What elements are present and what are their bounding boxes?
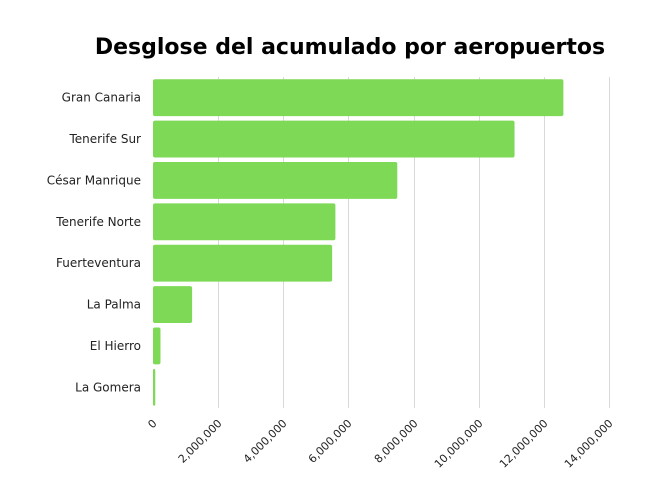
bar bbox=[153, 244, 333, 282]
category-label: Tenerife Sur bbox=[68, 132, 141, 146]
x-tick-label: 14,000,000 bbox=[562, 417, 616, 471]
category-label: Gran Canaria bbox=[62, 91, 141, 105]
bar bbox=[153, 120, 515, 158]
category-label: Tenerife Norte bbox=[55, 215, 141, 229]
category-labels: Gran Canaria Tenerife Sur César Manrique Te… bbox=[47, 91, 141, 395]
category-label: El Hierro bbox=[90, 339, 141, 353]
x-axis-tick-labels: 0 2,000,000 4,000,000 6,000,000 8,000,000 10,… bbox=[145, 417, 615, 471]
bar bbox=[153, 368, 156, 406]
x-tick-label: 4,000,000 bbox=[241, 417, 290, 466]
x-tick-label: 0 bbox=[145, 417, 159, 431]
x-tick-label: 6,000,000 bbox=[306, 417, 355, 466]
bar bbox=[153, 79, 564, 117]
category-label: La Palma bbox=[87, 298, 141, 312]
bar bbox=[153, 327, 161, 365]
bar bbox=[153, 203, 336, 241]
category-label: La Gomera bbox=[75, 380, 141, 394]
chart-title: Desglose del acumulado por aeropuertos bbox=[95, 35, 605, 60]
bars bbox=[153, 79, 564, 406]
x-tick-label: 8,000,000 bbox=[372, 417, 421, 466]
category-label: César Manrique bbox=[47, 173, 141, 187]
bar bbox=[153, 286, 193, 323]
x-tick-label: 10,000,000 bbox=[432, 417, 486, 471]
x-tick-label: 12,000,000 bbox=[497, 417, 551, 471]
category-label: Fuerteventura bbox=[56, 256, 141, 270]
bar bbox=[153, 162, 398, 199]
x-tick-label: 2,000,000 bbox=[176, 417, 225, 466]
